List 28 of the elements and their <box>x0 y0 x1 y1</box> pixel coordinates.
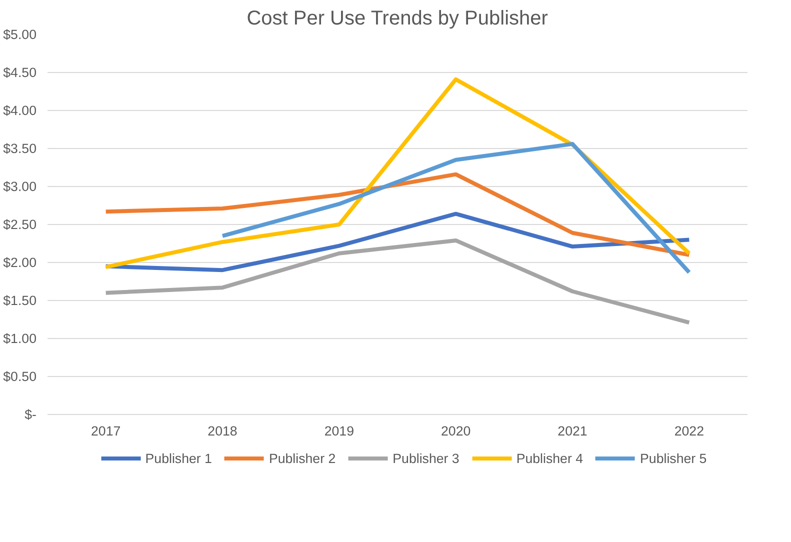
line-series <box>104 212 692 272</box>
y-tick-label: $4.50 <box>3 65 37 80</box>
x-tick-label: 2021 <box>558 424 588 438</box>
line-series <box>104 77 692 270</box>
y-tick-label: $3.00 <box>3 179 37 194</box>
y-tick-label: $5.00 <box>3 27 37 42</box>
line-series <box>104 172 692 257</box>
x-tick-label: 2017 <box>91 424 121 438</box>
legend-label: Publisher 3 <box>392 450 460 466</box>
line-series <box>220 142 692 274</box>
x-tick-label: 2018 <box>208 424 238 438</box>
y-tick-label: $- <box>24 407 37 422</box>
x-tick-label: 2022 <box>674 424 704 438</box>
y-tick-label: $4.00 <box>3 103 37 118</box>
y-tick-label: $0.50 <box>3 369 37 384</box>
y-tick-label: $1.00 <box>3 331 37 346</box>
legend-label: Publisher 1 <box>145 450 212 466</box>
legend-label: Publisher 4 <box>516 450 584 466</box>
line-series <box>104 238 692 325</box>
y-tick-label: $3.50 <box>3 141 37 156</box>
chart-title: Cost Per Use Trends by Publisher <box>246 8 548 30</box>
legend-label: Publisher 5 <box>640 450 707 466</box>
y-tick-label: $2.00 <box>3 255 37 270</box>
legend-label: Publisher 2 <box>268 450 336 466</box>
y-tick-label: $1.50 <box>3 293 37 308</box>
y-tick-label: $2.50 <box>3 217 37 232</box>
x-tick-label: 2019 <box>324 424 354 438</box>
x-tick-label: 2020 <box>441 424 471 438</box>
